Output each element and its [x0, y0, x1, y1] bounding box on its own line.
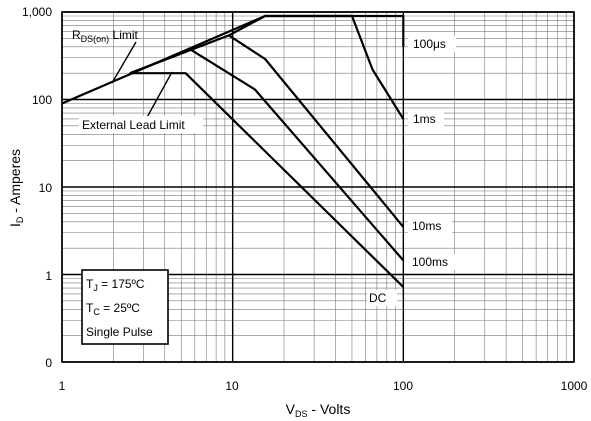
x-tick-1: 1 — [59, 379, 66, 393]
grid — [61, 11, 575, 363]
y-axis-title: ID - Amperes — [7, 149, 25, 227]
series-lines — [61, 14, 405, 288]
y-tick-labels: 1,000 100 10 1 0 — [22, 5, 52, 370]
y-tick-1: 1 — [45, 269, 52, 283]
series-line-dc — [129, 72, 405, 288]
series-line-1ms — [228, 14, 405, 120]
x-tick-1000: 1000 — [561, 379, 588, 393]
x-tick-labels: 1 10 100 1000 — [59, 379, 588, 393]
conditions-box: TJ = 175ºC TC = 25ºC Single Pulse — [81, 269, 169, 345]
lead-limit-label: External Lead Limit — [82, 118, 185, 132]
y-tick-0: 0 — [45, 356, 52, 370]
curve-label-10ms: 10ms — [412, 219, 441, 233]
condition-tc: TC = 25ºC — [86, 301, 140, 317]
curve-label-dc: DC — [369, 291, 387, 305]
rds-limit-leader — [111, 41, 137, 84]
lead-limit-label-bg — [79, 116, 203, 133]
rds-limit-label: RDS(on) Limit — [72, 28, 139, 44]
x-tick-100: 100 — [393, 379, 413, 393]
plot-frame — [61, 11, 575, 363]
series-line-10ms — [190, 34, 405, 228]
y-tick-100: 100 — [32, 93, 52, 107]
condition-single-pulse: Single Pulse — [86, 325, 153, 339]
curve-label-1ms: 1ms — [413, 112, 436, 126]
y-tick-1000: 1,000 — [22, 5, 52, 19]
y-tick-10: 10 — [39, 181, 53, 195]
lead-limit-leader — [144, 71, 173, 122]
condition-tj: TJ = 175ºC — [86, 277, 145, 293]
x-axis-title: VDS - Volts — [286, 401, 351, 419]
curve-label-100ms: 100ms — [412, 255, 448, 269]
curve-label-100us: 100μs — [413, 37, 446, 51]
series-line-100ms — [129, 48, 405, 262]
x-tick-10: 10 — [225, 379, 239, 393]
curve-labels: 100μs 1ms 10ms 100ms DC — [367, 36, 460, 306]
